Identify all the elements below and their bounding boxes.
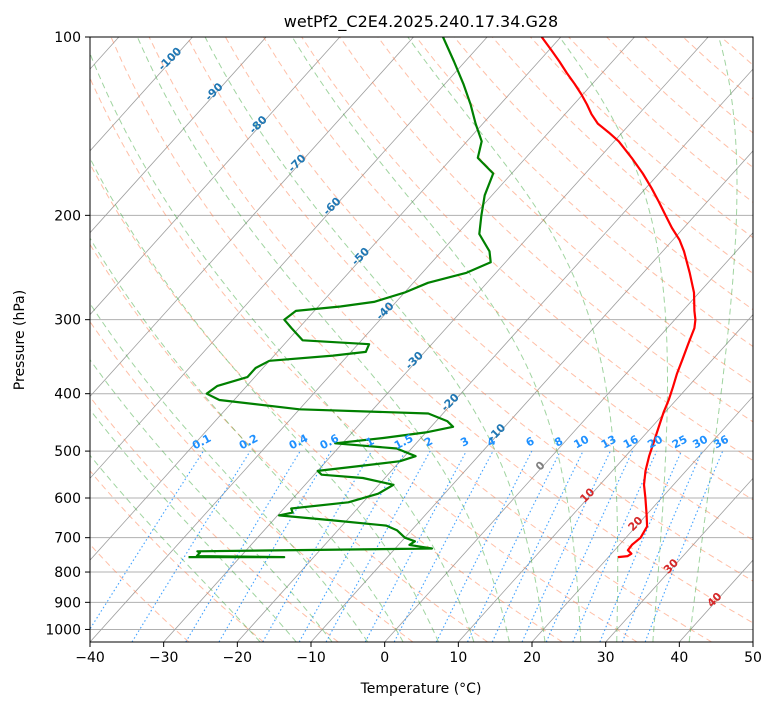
y-tick-label: 700 [54,531,81,547]
x-tick-label: 30 [597,650,615,666]
y-axis-label: Pressure (hPa) [12,290,28,390]
x-tick-label: 10 [449,650,467,666]
x-tick-label: −40 [75,650,105,666]
y-tick-label: 600 [54,491,81,507]
x-tick-label: 40 [670,650,688,666]
y-tick-label: 500 [54,444,81,460]
x-axis-label: Temperature (°C) [360,681,482,697]
y-tick-label: 800 [54,565,81,581]
x-tick-label: −20 [223,650,253,666]
x-tick-label: 20 [523,650,541,666]
y-tick-label: 1000 [45,622,81,638]
x-tick-label: 0 [380,650,389,666]
y-tick-label: 100 [54,30,81,46]
x-tick-label: −10 [296,650,326,666]
y-tick-label: 200 [54,208,81,224]
y-tick-label: 400 [54,387,81,403]
y-tick-label: 300 [54,313,81,329]
x-tick-label: 50 [744,650,762,666]
y-tick-label: 900 [54,595,81,611]
chart-title: wetPf2_C2E4.2025.240.17.34.G28 [284,12,558,32]
x-tick-label: −30 [149,650,179,666]
